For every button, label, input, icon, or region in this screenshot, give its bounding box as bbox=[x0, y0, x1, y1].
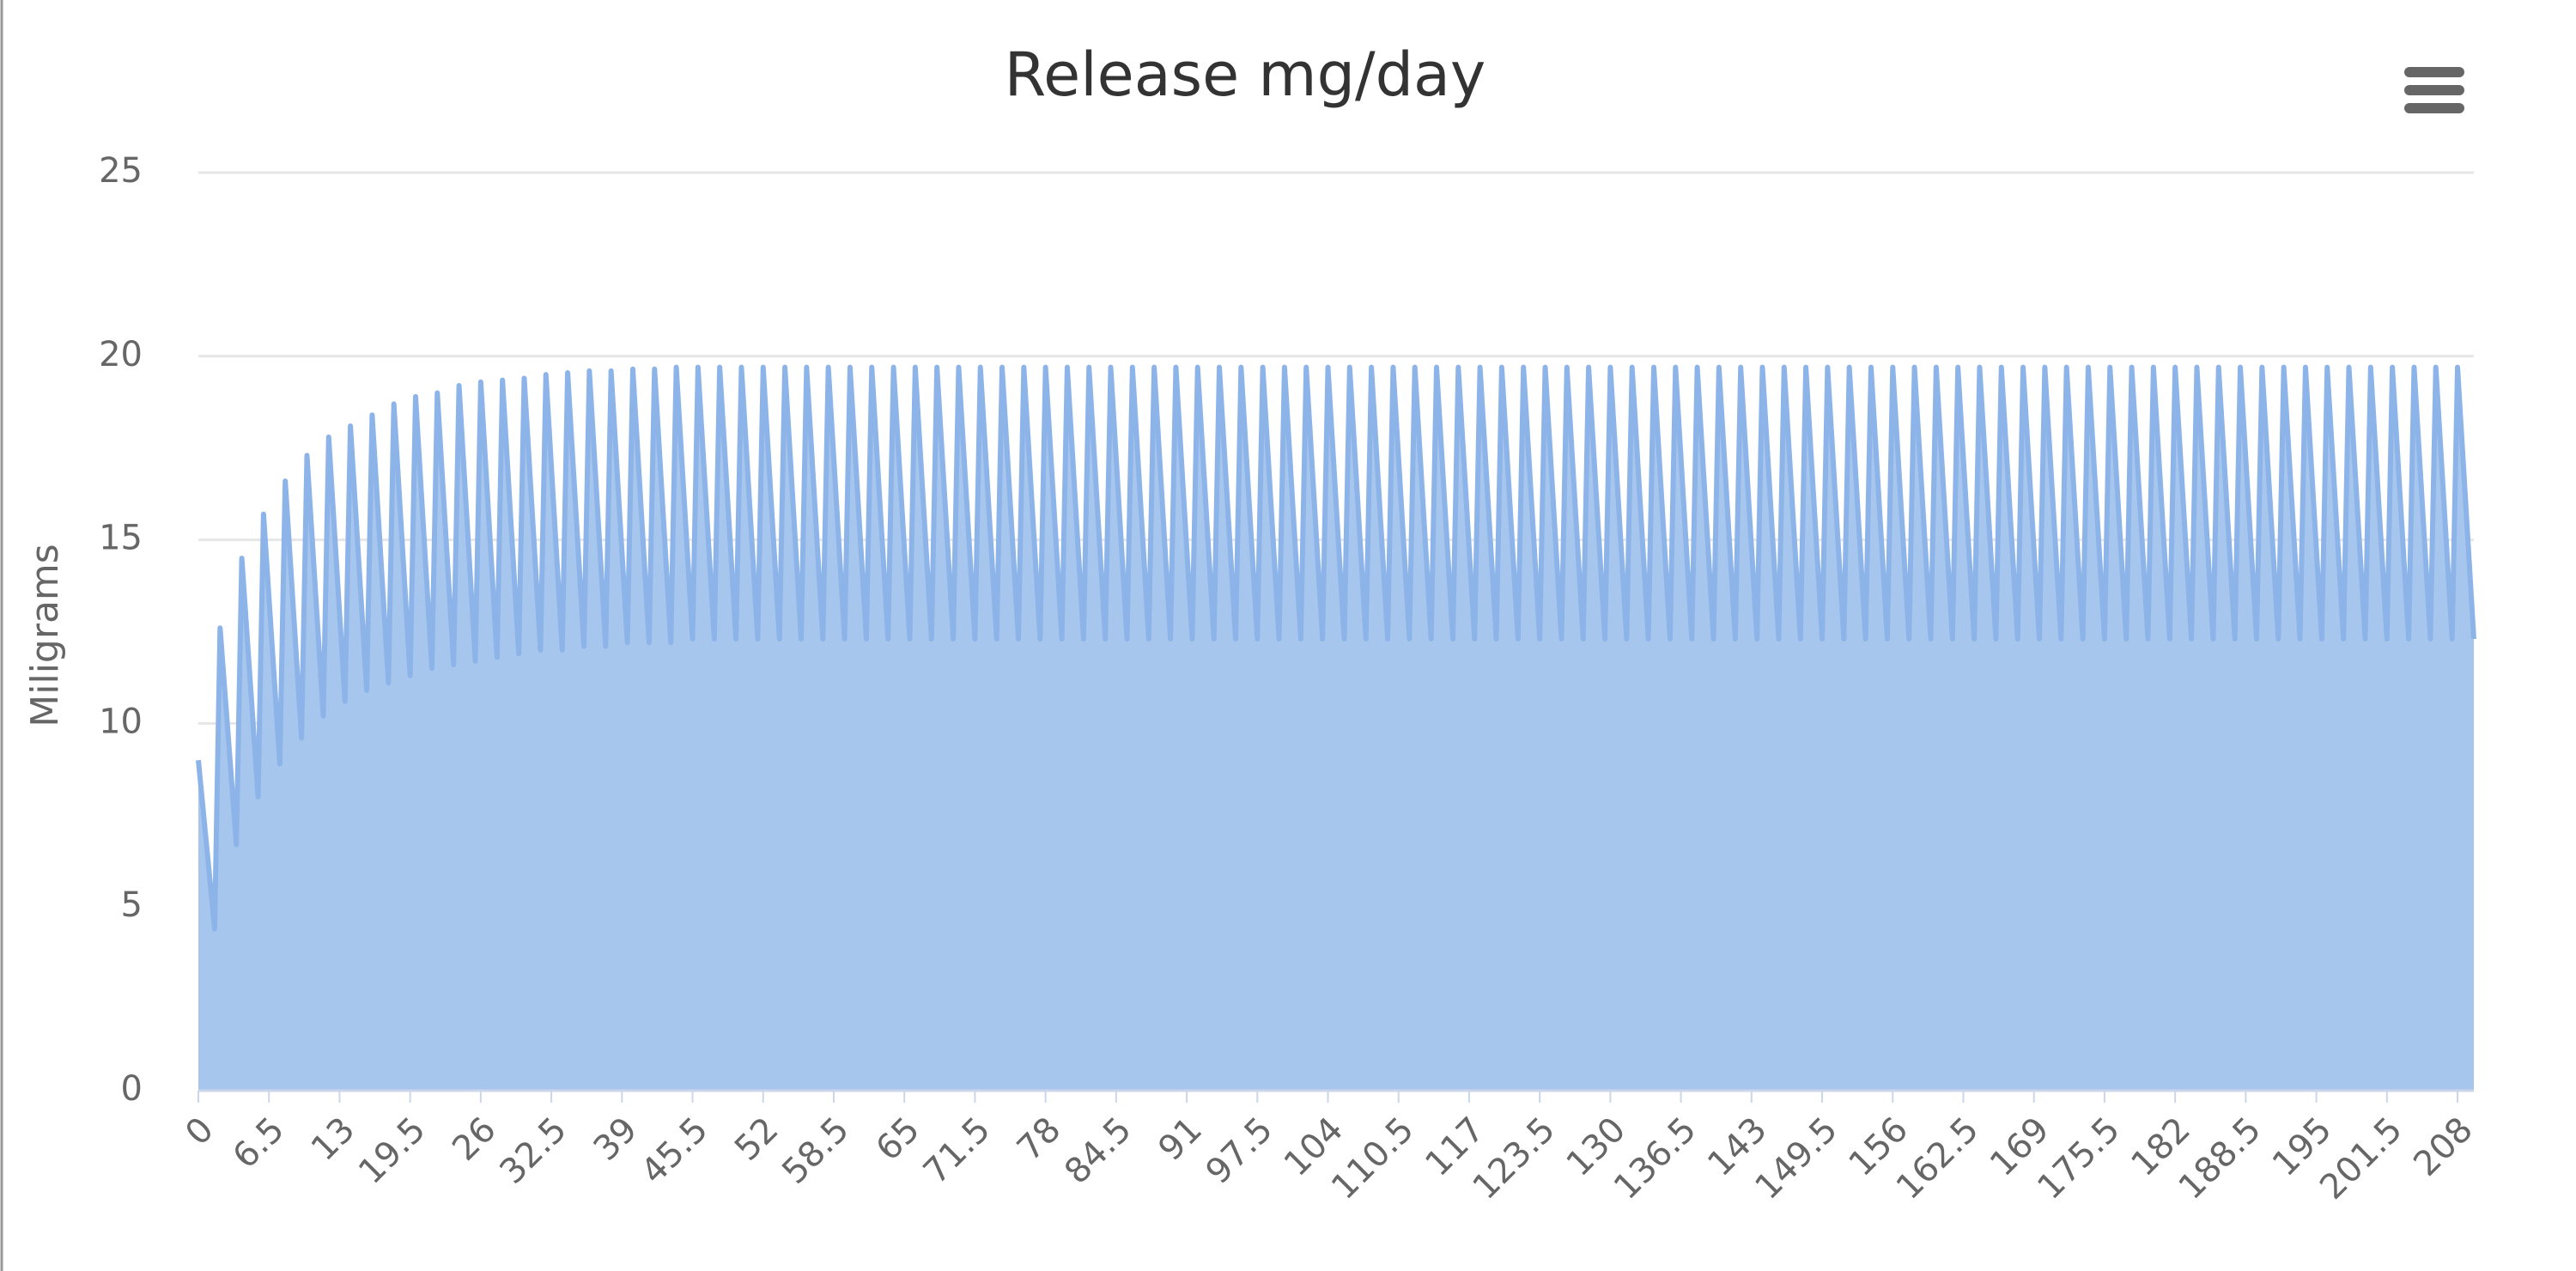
x-tick-label: 201.5 bbox=[2312, 1110, 2410, 1207]
x-tick-label: 19.5 bbox=[351, 1110, 434, 1192]
x-tick-label: 13 bbox=[304, 1110, 363, 1169]
y-tick-label: 25 bbox=[99, 151, 143, 191]
y-tick-label: 10 bbox=[99, 702, 143, 741]
x-tick-label: 110.5 bbox=[1324, 1110, 1422, 1207]
x-tick-label: 65 bbox=[869, 1110, 928, 1169]
x-tick-label: 39 bbox=[586, 1110, 646, 1169]
x-tick-label: 0 bbox=[178, 1110, 222, 1153]
chart-title: Release mg/day bbox=[1005, 40, 1486, 110]
area-fill bbox=[198, 367, 2474, 1091]
y-tick-label: 15 bbox=[99, 519, 143, 558]
x-tick-label: 32.5 bbox=[492, 1110, 574, 1192]
menu-button[interactable] bbox=[2404, 67, 2464, 113]
x-tick-label: 71.5 bbox=[916, 1110, 999, 1192]
x-tick-label: 45.5 bbox=[634, 1110, 716, 1192]
menu-bar bbox=[2404, 103, 2464, 113]
y-tick-label: 0 bbox=[121, 1069, 143, 1109]
x-tick-label: 123.5 bbox=[1466, 1110, 1564, 1207]
x-tick-label: 78 bbox=[1010, 1110, 1069, 1169]
x-tick-label: 136.5 bbox=[1607, 1110, 1704, 1207]
x-tick-label: 58.5 bbox=[775, 1110, 857, 1192]
menu-bar bbox=[2404, 67, 2464, 77]
x-tick-label: 84.5 bbox=[1057, 1110, 1139, 1192]
menu-bar bbox=[2404, 85, 2464, 95]
x-tick-label: 91 bbox=[1151, 1110, 1210, 1169]
area-line bbox=[196, 364, 2476, 932]
x-tick-label: 208 bbox=[2406, 1110, 2481, 1184]
x-tick-label: 97.5 bbox=[1199, 1110, 1281, 1192]
y-axis-title: Miligrams bbox=[23, 544, 67, 727]
x-tick-label: 52 bbox=[727, 1110, 787, 1169]
x-tick-label: 188.5 bbox=[2172, 1110, 2269, 1207]
y-tick-label: 5 bbox=[121, 885, 143, 925]
x-tick-label: 175.5 bbox=[2030, 1110, 2128, 1207]
x-tick-label: 26 bbox=[445, 1110, 504, 1169]
x-tick-label: 149.5 bbox=[1747, 1110, 1845, 1207]
x-tick-label: 6.5 bbox=[226, 1110, 293, 1177]
x-tick-label: 162.5 bbox=[1889, 1110, 1987, 1207]
y-tick-label: 20 bbox=[99, 335, 143, 374]
